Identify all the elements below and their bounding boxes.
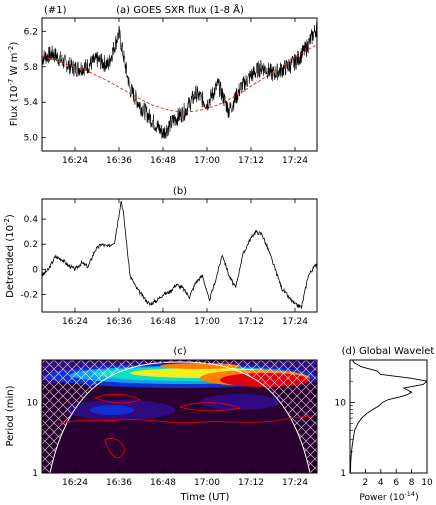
- significance-contour-2: [93, 393, 142, 404]
- d-ytick-label: 10: [335, 398, 347, 408]
- a-ytick-label: 5.0: [24, 134, 39, 144]
- trend-series: [42, 44, 317, 113]
- panel-d-frame: [349, 359, 428, 474]
- wavelet-blob-lowperiod-core: [90, 405, 134, 415]
- panel-a-ylabel: Flux (10-7 W m-2): [7, 42, 20, 127]
- a-ytick-label: 5.8: [24, 63, 39, 73]
- d-xtick-label: 4: [378, 478, 384, 488]
- significance-contour-3: [178, 402, 242, 412]
- a-xtick-label: 16:24: [62, 156, 88, 166]
- a-xtick-label: 17:00: [194, 156, 220, 166]
- cone-of-influence: [49, 361, 311, 473]
- b-xtick-label: 16:48: [150, 317, 176, 327]
- panel-c: (c) 16:24 16:36 16:48 17:00 17:12 17:24 1 10 Pe…: [5, 346, 318, 503]
- d-xtick-label: 8: [409, 478, 415, 488]
- a-xtick-label: 17:24: [282, 156, 308, 166]
- panel-b-ylabel: Detrended (10-2): [3, 214, 16, 298]
- b-xtick-label: 16:36: [106, 317, 132, 327]
- panel-c-xlabel: Time (UT): [180, 492, 230, 503]
- b-xtick-label: 17:12: [238, 317, 264, 327]
- b-ytick-label: -0.2: [20, 290, 38, 300]
- c-ytick-label: 10: [27, 398, 39, 408]
- c-xtick-label: 16:48: [150, 478, 176, 488]
- a-ytick-label: 6.2: [24, 27, 38, 37]
- panel-b: (b) 16:24 16:36 16:48 17:00 17:12 17:24 -0.2 0 0…: [3, 186, 318, 327]
- significance-contour-1: [57, 415, 313, 425]
- a-xtick-label: 16:36: [106, 156, 132, 166]
- panel-a-frame: [41, 17, 318, 152]
- panel-c-ylabel: Period (min): [5, 385, 16, 446]
- a-xtick-label: 17:12: [238, 156, 264, 166]
- d-xtick-label: 6: [393, 478, 399, 488]
- b-ytick-label: 0.2: [24, 240, 38, 250]
- c-xtick-label: 17:24: [282, 478, 308, 488]
- panel-d-xlabel: Power (10-14): [359, 490, 418, 503]
- panel-a-title: (a) GOES SXR flux (1-8 Å): [116, 3, 244, 16]
- panel-a-tag: (#1): [44, 5, 67, 16]
- panel-b-frame: [41, 198, 318, 313]
- panel-d: (d) Global Wavelet 2 4 6 8 10 1 10 Power (10-1…: [335, 346, 435, 503]
- flux-series: [42, 19, 317, 139]
- panel-d-title: (d) Global Wavelet: [342, 346, 435, 357]
- b-xtick-label: 17:00: [194, 317, 220, 327]
- panel-b-title: (b): [173, 186, 187, 197]
- c-ytick-label: 1: [32, 469, 38, 479]
- detrended-series: [42, 201, 317, 310]
- d-ytick-label: 1: [340, 469, 346, 479]
- panel-a: (#1) (a) GOES SXR flux (1-8 Å) 16:24 16:3…: [7, 3, 318, 166]
- d-xtick-label: 2: [363, 478, 369, 488]
- wavelet-cone-hatch: [42, 360, 317, 473]
- a-xtick-label: 16:48: [150, 156, 176, 166]
- global-wavelet-series: [350, 360, 427, 473]
- panel-c-title: (c): [173, 346, 186, 357]
- c-xtick-label: 17:00: [194, 478, 220, 488]
- d-xtick-label: 10: [421, 478, 433, 488]
- a-ytick-label: 5.4: [24, 98, 39, 108]
- b-ytick-label: 0.4: [24, 215, 39, 225]
- wavelet-blob-mid: [200, 394, 280, 410]
- significance-contour-4: [104, 438, 126, 459]
- panel-c-frame: [41, 359, 318, 474]
- c-xtick-label: 17:12: [238, 478, 264, 488]
- c-xtick-label: 16:36: [106, 478, 132, 488]
- b-xtick-label: 17:24: [282, 317, 308, 327]
- b-ytick-label: 0: [32, 265, 38, 275]
- c-xtick-label: 16:24: [62, 478, 88, 488]
- b-xtick-label: 16:24: [62, 317, 88, 327]
